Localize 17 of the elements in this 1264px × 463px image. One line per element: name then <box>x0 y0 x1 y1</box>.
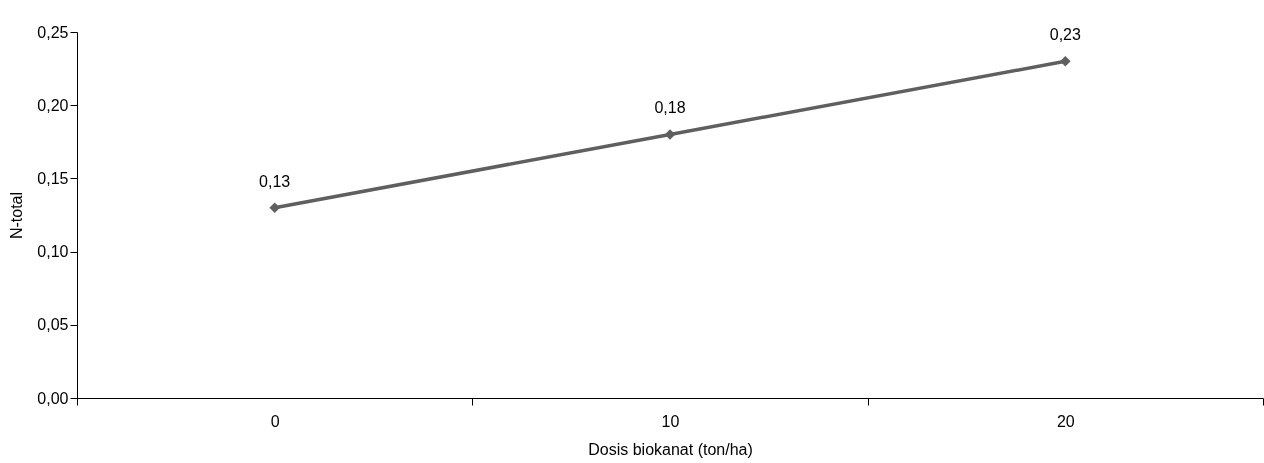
point <box>664 129 676 140</box>
point <box>269 202 280 213</box>
x-tick-label: 0 <box>270 412 280 430</box>
data-label: 0,18 <box>654 99 686 117</box>
x-tick-label: 10 <box>661 412 680 430</box>
data-label: 0,23 <box>1049 26 1082 44</box>
y-tick-label: 0,05 <box>37 316 69 334</box>
y-tick-label: 0,25 <box>37 23 69 41</box>
y-tick-label: 0,15 <box>37 169 69 187</box>
y-tick-label: 0,00 <box>37 389 69 407</box>
y-tick-label: 0,20 <box>37 96 69 114</box>
x-axis-title: Dosis biokanat (ton/ha) <box>588 440 753 458</box>
y-axis-title: N-total <box>8 191 26 240</box>
point <box>1060 56 1071 67</box>
y-tick-label: 0,10 <box>37 243 69 261</box>
data-label: 0,13 <box>259 172 291 190</box>
x-tick-label: 20 <box>1056 412 1075 430</box>
